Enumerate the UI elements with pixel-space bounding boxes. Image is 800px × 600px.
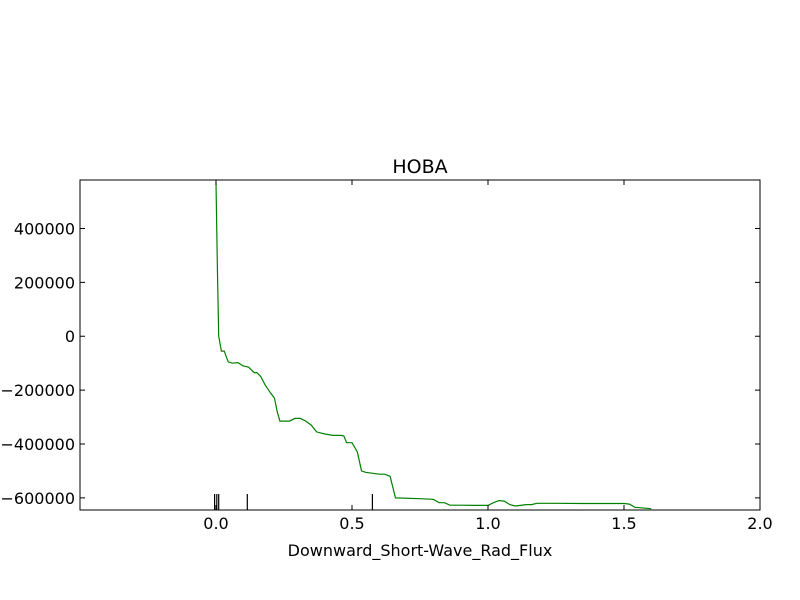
y-tick-label: −600000 xyxy=(1,489,75,508)
x-tick-label: 0.5 xyxy=(339,514,364,533)
x-axis-label: Downward_Short-Wave_Rad_Flux xyxy=(288,541,553,561)
y-tick-label: 400000 xyxy=(14,219,75,238)
y-tick-label: 0 xyxy=(65,327,75,346)
chart-title: HOBA xyxy=(392,156,447,178)
series-line-0 xyxy=(215,182,652,510)
plot-frame xyxy=(79,179,761,511)
y-tick-label: 200000 xyxy=(14,273,75,292)
x-tick-label: 1.0 xyxy=(475,514,500,533)
x-tick-label: 2.0 xyxy=(747,514,772,533)
x-axis: 0.0 0.5 1.0 1.5 2.0 xyxy=(203,180,773,533)
y-tick-label: −400000 xyxy=(1,435,75,454)
y-tick-label: −200000 xyxy=(1,381,75,400)
plot-area xyxy=(214,182,652,510)
x-tick-label: 1.5 xyxy=(611,514,636,533)
y-axis: −600000 −400000 −200000 0 200000 400000 xyxy=(1,219,760,508)
x-tick-label: 0.0 xyxy=(203,514,228,533)
